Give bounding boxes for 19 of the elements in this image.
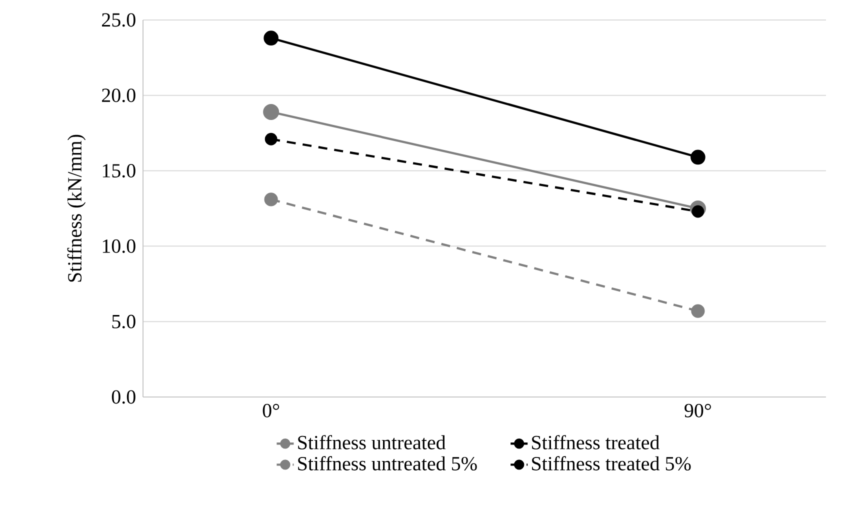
point (263, 104, 280, 120)
x-tick-label: 0° (262, 404, 280, 418)
x-tick-label: 90° (684, 404, 711, 418)
y-tick-label: 25.0 (102, 13, 136, 27)
legend-label: Stiffness treated 5% (532, 456, 691, 471)
point (264, 192, 278, 206)
y-tick-label: 10.0 (102, 239, 136, 253)
point (691, 304, 705, 318)
legend-label: Stiffness treated (532, 435, 660, 450)
y-axis-title: Stiffness (kN/mm) (67, 134, 86, 282)
legend-label: Stiffness untreated 5% (298, 456, 477, 471)
point (690, 150, 706, 165)
point (264, 132, 278, 146)
y-tick-label: 15.0 (102, 164, 136, 178)
y-tick-label: 20.0 (102, 88, 136, 102)
legend-label: Stiffness untreated (298, 435, 446, 450)
y-tick-label: 5.0 (112, 314, 136, 328)
y-tick-label: 0.0 (112, 390, 136, 404)
point (264, 30, 278, 46)
